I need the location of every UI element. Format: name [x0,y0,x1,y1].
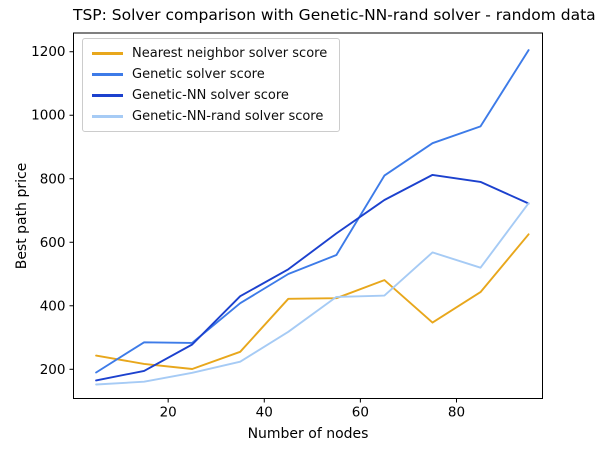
y-tick-label: 1200 [31,44,65,60]
legend-label: Genetic-NN-rand solver score [132,109,324,124]
legend-item: Genetic solver score [92,64,327,85]
legend-label: Genetic solver score [132,67,265,82]
series-line [95,173,530,382]
plot-frame [73,32,543,399]
legend-item: Nearest neighbor solver score [92,43,327,64]
legend: Nearest neighbor solver score Genetic sol… [82,38,341,132]
y-tick-label: 200 [40,362,66,378]
y-tick-label: 1000 [31,108,65,124]
series-line [95,202,530,386]
x-tick-label: 60 [352,405,369,421]
legend-item: Genetic-NN-rand solver score [92,106,327,127]
x-tick-label: 80 [448,405,465,421]
legend-line-swatch [92,52,123,55]
y-tick-label: 800 [40,171,66,187]
series-line [95,49,530,374]
y-axis-label: Best path price [14,162,30,270]
chart-title: TSP: Solver comparison with Genetic-NN-r… [73,6,596,24]
legend-line-swatch [92,94,123,97]
legend-line-swatch [92,115,123,118]
legend-label: Genetic-NN solver score [132,88,289,103]
series-line [95,233,530,370]
x-tick-label: 40 [256,405,273,421]
legend-line-swatch [92,73,123,76]
x-axis-label: Number of nodes [247,426,369,442]
legend-label: Nearest neighbor solver score [132,46,328,61]
y-tick-label: 400 [40,298,66,314]
x-tick-label: 20 [160,405,177,421]
y-tick-label: 600 [40,235,66,251]
legend-item: Genetic-NN solver score [92,85,327,106]
